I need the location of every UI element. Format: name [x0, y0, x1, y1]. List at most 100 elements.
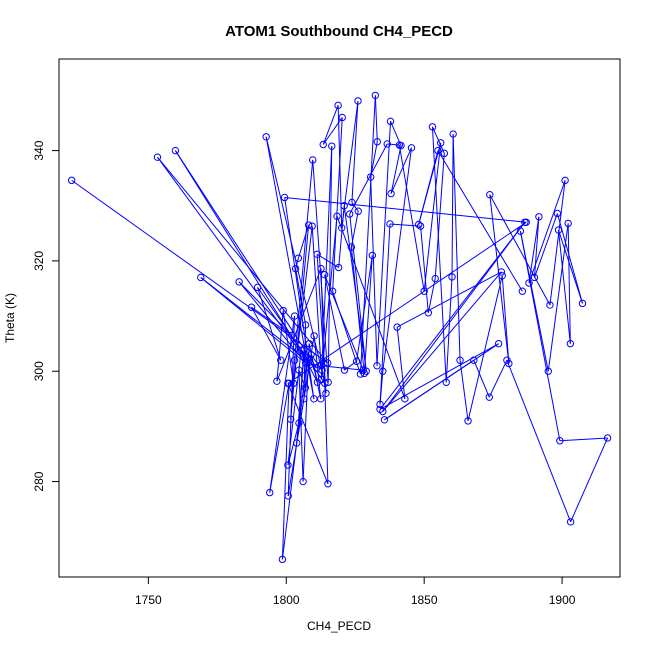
- data-point: [494, 339, 503, 348]
- data-point: [301, 321, 310, 329]
- data-point: [546, 301, 554, 309]
- series-line-segment: [473, 360, 490, 398]
- data-point: [286, 415, 295, 423]
- series-line-segment: [269, 383, 290, 493]
- series-line-segment: [269, 315, 296, 493]
- data-point: [293, 439, 301, 447]
- series-line-segment: [316, 253, 339, 268]
- series-line-segment: [297, 224, 310, 259]
- data-point: [304, 359, 313, 367]
- series-line-segment: [351, 202, 359, 212]
- y-tick-label: 320: [32, 251, 46, 271]
- series-line-segment: [251, 306, 293, 336]
- data-point: [313, 250, 321, 258]
- data-point: [498, 272, 506, 280]
- data-point: [334, 101, 342, 110]
- series-line-segment: [501, 275, 510, 364]
- series-line-segment: [427, 278, 436, 313]
- series-line-segment: [157, 156, 309, 364]
- data-point: [347, 243, 356, 251]
- data-point: [434, 146, 442, 155]
- y-tick-label: 340: [32, 140, 46, 160]
- data-point: [266, 488, 274, 497]
- series-line-segment: [489, 194, 551, 306]
- data-point: [284, 492, 292, 500]
- data-point: [253, 283, 262, 292]
- data-point: [386, 220, 394, 228]
- data-point: [518, 287, 527, 295]
- series-line-segment: [71, 179, 328, 364]
- data-point: [371, 91, 380, 100]
- data-point: [556, 437, 564, 445]
- data-point: [290, 312, 299, 320]
- series-line-segment: [363, 255, 373, 374]
- data-point: [262, 133, 270, 141]
- data-point: [566, 518, 575, 526]
- series-line-segment: [351, 100, 359, 203]
- series-line-segment: [310, 354, 322, 399]
- data-point: [456, 356, 464, 364]
- data-point: [310, 395, 318, 403]
- x-tick-label: 1900: [549, 593, 576, 607]
- series-line-segment: [332, 291, 361, 375]
- data-point: [440, 149, 449, 158]
- series-line-segment: [398, 144, 425, 292]
- data-point: [277, 356, 285, 364]
- data-point: [561, 176, 569, 185]
- data-point: [313, 378, 322, 386]
- data-point: [324, 480, 332, 488]
- data-point: [247, 303, 256, 311]
- series-line-segment: [390, 147, 412, 194]
- data-point: [340, 202, 348, 210]
- series-line-segment: [296, 335, 315, 444]
- y-tick-label: 280: [32, 471, 46, 491]
- data-point: [578, 299, 587, 308]
- x-tick-label: 1800: [273, 593, 300, 607]
- data-point: [393, 323, 401, 331]
- series-line-segment: [281, 357, 308, 560]
- series-line-segment: [322, 105, 339, 145]
- series-line-segment: [379, 343, 499, 410]
- series-line-segment: [382, 221, 526, 412]
- series-line-segment: [370, 177, 378, 366]
- data-point: [301, 384, 309, 392]
- data-point: [368, 251, 377, 260]
- series-line-segment: [533, 216, 540, 278]
- data-point: [486, 191, 494, 199]
- data-point: [497, 268, 506, 276]
- series-line-segment: [294, 159, 314, 361]
- data-point: [554, 226, 563, 234]
- data-point: [323, 359, 332, 367]
- data-point: [362, 367, 370, 375]
- series-line-segment: [557, 229, 571, 344]
- series-line-segment: [418, 150, 439, 225]
- data-point: [273, 377, 281, 385]
- series-line-segment: [257, 287, 282, 361]
- data-point: [416, 222, 425, 230]
- data-point: [300, 395, 308, 403]
- data-point: [299, 477, 307, 486]
- data-point: [295, 419, 303, 427]
- series-line-segment: [295, 268, 307, 325]
- data-point: [401, 395, 409, 403]
- data-point: [289, 379, 298, 388]
- series-line-segment: [174, 150, 318, 369]
- series-line-segment: [376, 121, 392, 366]
- y-axis-label: Theta (K): [3, 293, 17, 343]
- data-point: [428, 123, 437, 131]
- x-tick-label: 1750: [135, 593, 162, 607]
- series-line-segment: [396, 327, 406, 399]
- series-line-segment: [332, 117, 343, 292]
- data-point: [564, 219, 572, 228]
- series-line-segment: [390, 145, 402, 194]
- data-point: [285, 379, 293, 388]
- x-tick-label: 1850: [411, 593, 438, 607]
- series-line-segment: [322, 117, 343, 145]
- series-line-segment: [316, 254, 327, 394]
- data-point: [307, 350, 315, 359]
- data-point: [352, 357, 361, 366]
- series-line-segment: [382, 271, 502, 412]
- data-point: [387, 189, 395, 198]
- series-line-segment: [287, 316, 296, 496]
